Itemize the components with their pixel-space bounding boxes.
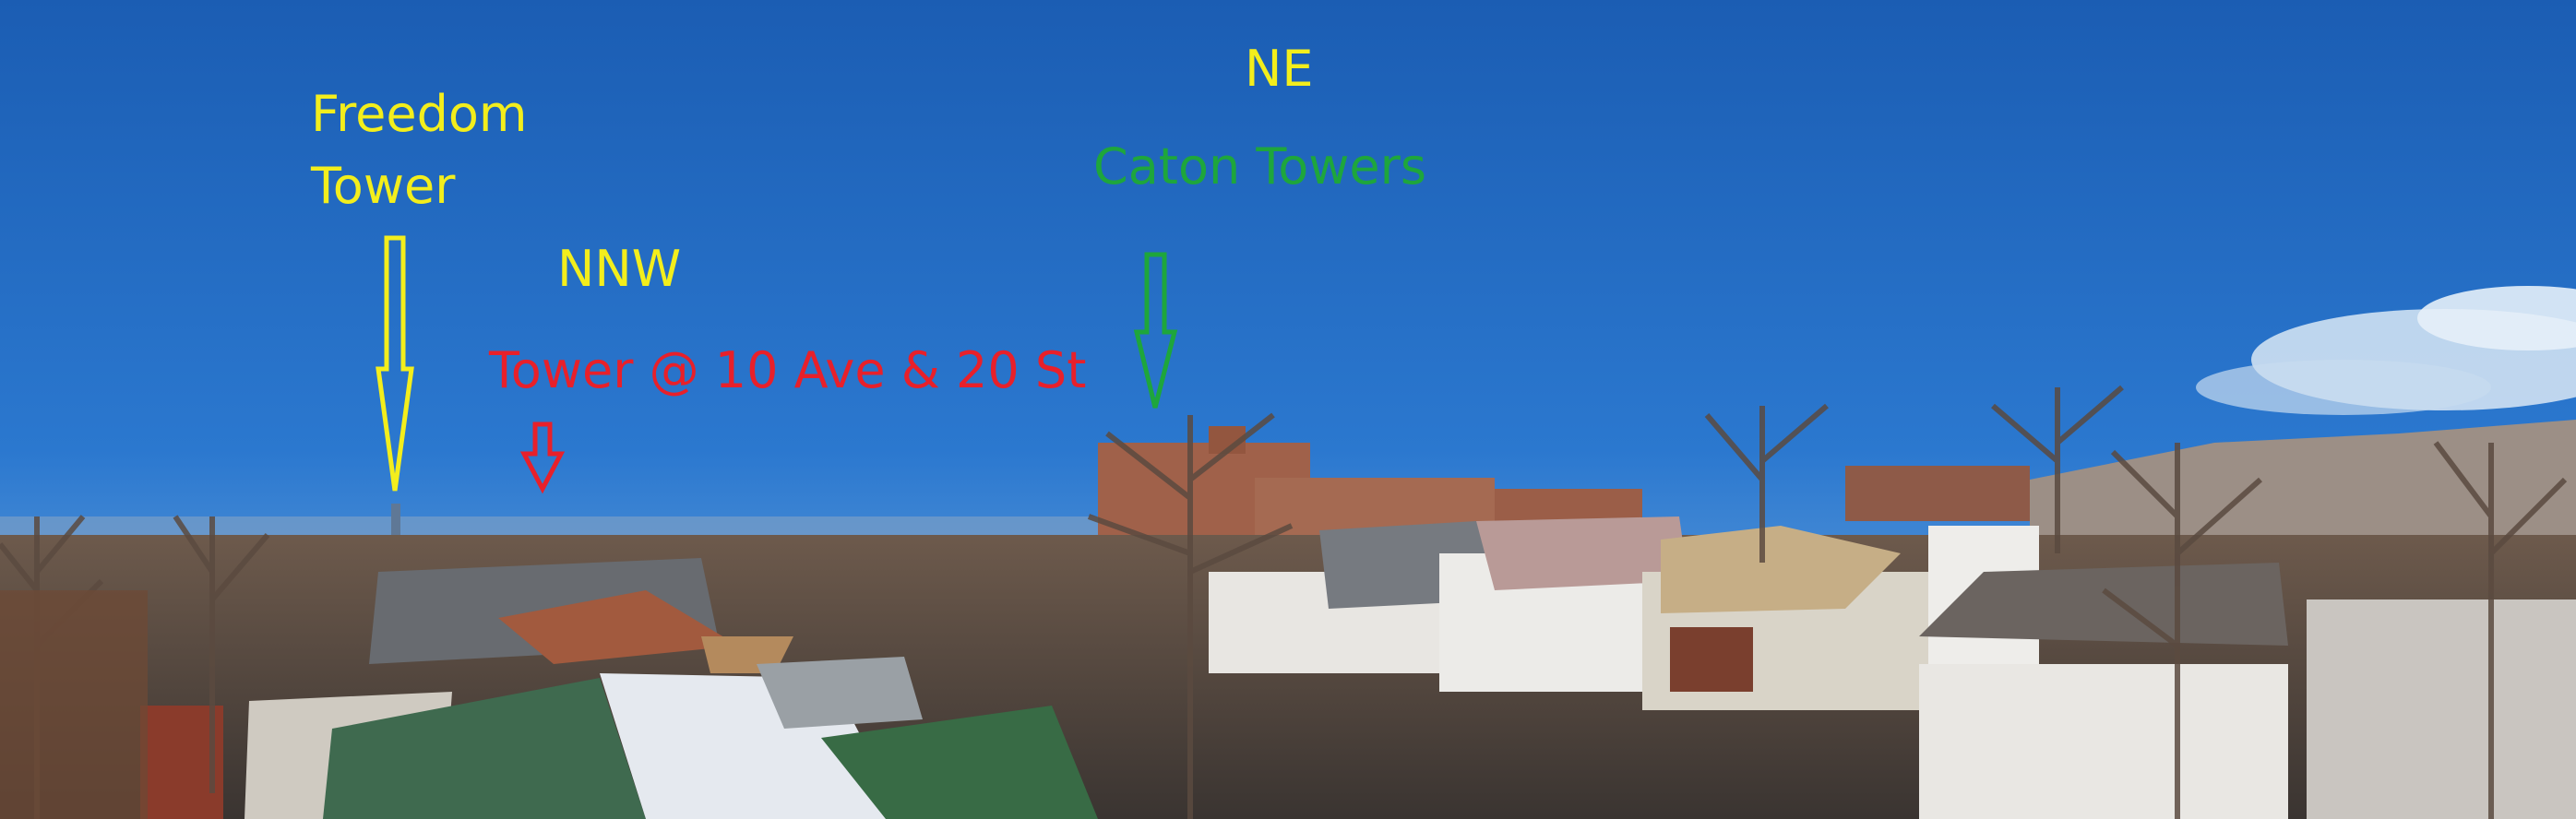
pink-roof xyxy=(1476,516,1688,590)
autumn-tree xyxy=(0,590,148,819)
tower-10ave-arrow xyxy=(519,421,566,494)
cloud xyxy=(2417,286,2576,350)
green-roof xyxy=(323,678,646,819)
green-roof-right xyxy=(821,706,1098,819)
red-roof xyxy=(498,590,738,664)
grey-roof-near xyxy=(757,657,923,729)
tan-roof xyxy=(1661,526,1901,613)
white-house-right xyxy=(1919,664,2288,819)
ne-direction-label: NE xyxy=(1245,40,1314,98)
tower-10ave-label: Tower @ 10 Ave & 20 St xyxy=(489,341,1087,399)
nnw-direction-label: NNW xyxy=(557,240,682,298)
caton-towers-arrow xyxy=(1133,252,1178,409)
caton-towers-label: Caton Towers xyxy=(1093,137,1426,196)
freedom-tower-label-line1: Freedom xyxy=(311,85,528,143)
far-right-house xyxy=(2307,599,2576,819)
cloud xyxy=(2196,360,2491,415)
freedom-tower-label-line2: Tower xyxy=(311,157,456,215)
freedom-tower-arrow xyxy=(376,235,414,492)
freedom-tower-silhouette xyxy=(391,504,400,540)
dark-roof xyxy=(1919,563,2288,646)
brick-porch xyxy=(1670,627,1753,692)
brick-apartment xyxy=(1845,466,2030,521)
